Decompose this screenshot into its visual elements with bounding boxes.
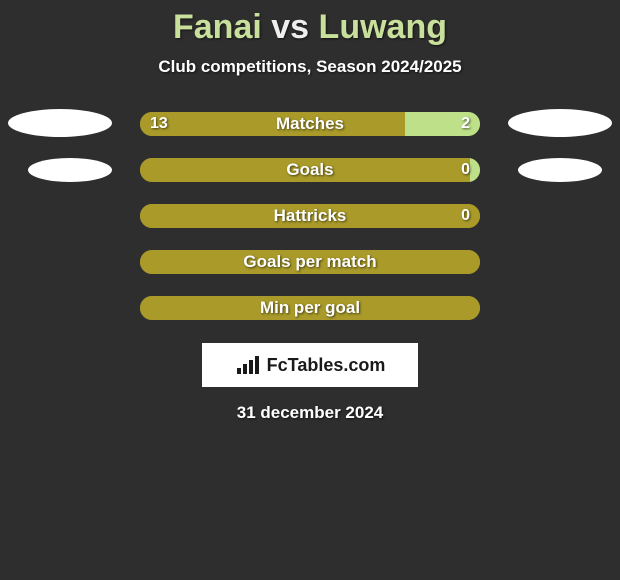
stat-label: Goals (140, 158, 480, 182)
title-vs: vs (271, 8, 309, 46)
stat-row: 0 Goals (0, 147, 620, 193)
stat-bar: Goals per match (140, 250, 480, 274)
comparison-infographic: Fanai vs Luwang Club competitions, Seaso… (0, 0, 620, 580)
brand-text: FcTables.com (267, 355, 386, 376)
avatar-right-icon (508, 109, 612, 137)
avatar-left-icon (8, 109, 112, 137)
stat-row: 13 2 Matches (0, 101, 620, 147)
stat-row: Goals per match (0, 239, 620, 285)
stat-bar: 13 2 Matches (140, 112, 480, 136)
avatar-left-icon (28, 158, 112, 182)
stat-bar: Min per goal (140, 296, 480, 320)
stat-bar: 0 Hattricks (140, 204, 480, 228)
date-label: 31 december 2024 (0, 403, 620, 423)
stat-row: 0 Hattricks (0, 193, 620, 239)
brand-rest: Tables.com (288, 355, 386, 375)
title-player1: Fanai (173, 8, 262, 46)
stat-row: Min per goal (0, 285, 620, 331)
title-player2: Luwang (319, 8, 447, 46)
stats-area: 13 2 Matches 0 Goals 0 Hattricks (0, 101, 620, 331)
brand-fc: Fc (267, 355, 288, 375)
subtitle: Club competitions, Season 2024/2025 (0, 57, 620, 77)
stat-label: Min per goal (140, 296, 480, 320)
stat-label: Matches (140, 112, 480, 136)
stat-bar: 0 Goals (140, 158, 480, 182)
brand-logo: FcTables.com (202, 343, 418, 387)
stat-label: Goals per match (140, 250, 480, 274)
avatar-right-icon (518, 158, 602, 182)
stat-label: Hattricks (140, 204, 480, 228)
page-title: Fanai vs Luwang (0, 0, 620, 47)
bar-chart-icon (235, 354, 263, 376)
